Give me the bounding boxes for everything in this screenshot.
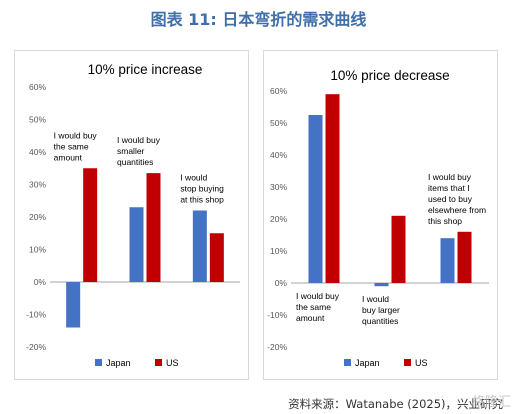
bar-us-3 [457,231,472,283]
y-tick-label: 60% [29,82,46,92]
y-tick-label: 50% [29,115,46,125]
chart-panel-price-decrease: 10% price decrease -20% -10% 0% 10% 20% 30% 40%… [263,50,498,380]
legend-label-japan: Japan [106,358,131,368]
legend-label-us: US [166,358,179,368]
legend-swatch-japan [344,359,351,366]
y-tick-label: 0% [275,278,288,288]
y-tick-label: 20% [29,212,46,222]
legend-swatch-us [404,359,411,366]
category-label-2: I would buy smaller quantities [117,135,161,167]
bar-japan-1 [66,282,81,328]
y-tick-label: 10% [270,246,287,256]
chart-title: 10% price increase [88,62,203,77]
bar-us-1 [325,94,340,283]
y-tick-label: -20% [26,342,46,352]
legend-label-japan: Japan [355,358,380,368]
y-tick-label: -10% [267,310,287,320]
source-note: 资料来源：Watanabe (2025)，兴业研究 [288,397,503,411]
chart-price-decrease: 10% price decrease -20% -10% 0% 10% 20% 30% 40%… [267,68,489,368]
y-tick-label: -20% [267,342,287,352]
bar-japan-3 [192,210,207,282]
watermark-logo: 格隆汇 [471,395,511,410]
y-tick-label: -10% [26,310,46,320]
bar-japan-1 [308,115,323,283]
y-tick-label: 50% [270,118,287,128]
bar-us-3 [209,233,224,282]
y-tick-label: 60% [270,86,287,96]
category-label-2: I would buy larger quantities [362,294,400,326]
category-label-1: I would buy the same amount [296,291,340,323]
figure-title: 图表 11: 日本弯折的需求曲线 [150,10,367,29]
y-tick-label: 30% [29,180,46,190]
chart-title: 10% price decrease [330,68,449,83]
bar-us-1 [83,168,98,282]
y-tick-label: 20% [270,214,287,224]
y-tick-label: 0% [34,277,47,287]
y-tick-label: 30% [270,182,287,192]
legend-label-us: US [415,358,428,368]
chart-panel-price-increase: 10% price increase -20% -10% 0% 10% 20% 30% 40%… [14,50,249,380]
category-label-1: I would buy the same amount [54,130,98,162]
category-label-3: I would stop buying at this shop [180,173,224,205]
chart-price-increase: 10% price increase -20% -10% 0% 10% 20% 30% 40%… [26,62,240,368]
bar-japan-2 [374,283,389,287]
bar-us-2 [146,173,161,282]
bar-japan-3 [440,238,455,283]
legend-swatch-japan [95,359,102,366]
bar-us-2 [391,215,406,283]
y-tick-label: 40% [270,150,287,160]
bar-japan-2 [129,207,144,282]
legend-swatch-us [155,359,162,366]
y-tick-label: 10% [29,245,46,255]
y-tick-label: 40% [29,147,46,157]
